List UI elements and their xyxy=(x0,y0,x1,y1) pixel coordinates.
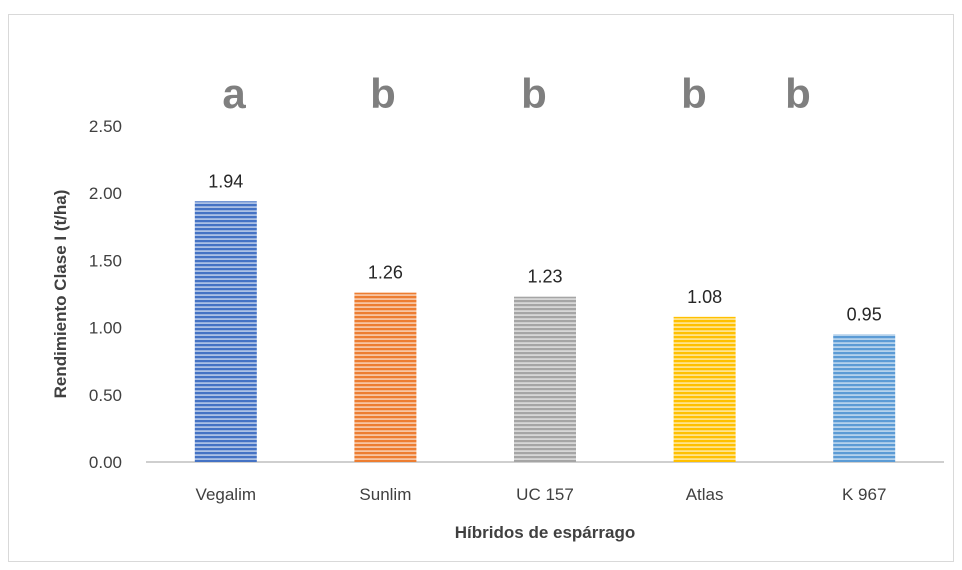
bar-sunlim xyxy=(354,293,416,462)
significance-letter: b xyxy=(370,70,396,117)
bar-uc-157 xyxy=(514,297,576,462)
y-tick-label: 2.00 xyxy=(89,184,122,203)
bar-atlas xyxy=(674,317,736,462)
y-tick-label: 1.00 xyxy=(89,319,122,338)
data-label: 1.94 xyxy=(208,171,243,191)
y-tick-label: 2.50 xyxy=(89,117,122,136)
significance-letter: b xyxy=(521,70,547,117)
category-label: Sunlim xyxy=(359,485,411,504)
significance-letter: a xyxy=(222,70,246,117)
data-label: 1.23 xyxy=(527,267,562,287)
y-tick-label: 0.00 xyxy=(89,453,122,472)
category-label: UC 157 xyxy=(516,485,574,504)
data-label: 0.95 xyxy=(847,304,882,324)
category-labels: Vegalim Sunlim UC 157 Atlas K 967 xyxy=(196,485,887,504)
bars xyxy=(195,201,895,462)
y-axis-title: Rendimiento Clase I (t/ha) xyxy=(51,190,70,399)
category-label: Vegalim xyxy=(196,485,256,504)
significance-letter: b xyxy=(785,70,811,117)
y-tick-label: 0.50 xyxy=(89,386,122,405)
bar-vegalim xyxy=(195,201,257,462)
y-axis-ticks: 0.00 0.50 1.00 1.50 2.00 2.50 xyxy=(89,117,122,472)
data-label: 1.26 xyxy=(368,263,403,283)
category-label: Atlas xyxy=(686,485,724,504)
y-tick-label: 1.50 xyxy=(89,251,122,270)
data-label: 1.08 xyxy=(687,287,722,307)
x-axis-title: Híbridos de espárrago xyxy=(455,523,635,542)
bar-k-967 xyxy=(833,334,895,462)
category-label: K 967 xyxy=(842,485,886,504)
significance-letter: b xyxy=(681,70,707,117)
